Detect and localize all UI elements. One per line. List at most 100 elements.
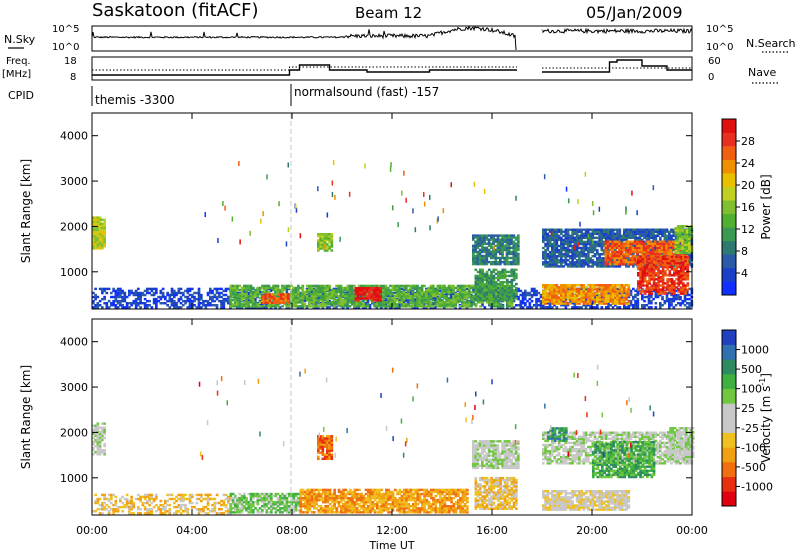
heatmap-cell bbox=[479, 274, 482, 278]
freq-axis-right-top: 60 bbox=[708, 56, 721, 67]
heatmap-cell bbox=[672, 230, 676, 233]
heatmap-cell bbox=[240, 288, 244, 292]
heatmap-cell bbox=[580, 248, 583, 252]
heatmap-cell bbox=[94, 293, 97, 297]
heatmap-cell bbox=[155, 291, 158, 295]
heatmap-cell bbox=[672, 295, 676, 299]
heatmap-cell bbox=[474, 290, 478, 294]
heatmap-cell bbox=[324, 303, 327, 306]
heatmap-cell bbox=[533, 293, 536, 297]
heatmap-cell bbox=[263, 286, 266, 290]
heatmap-cell bbox=[400, 284, 404, 288]
heatmap-cell bbox=[139, 302, 142, 305]
heatmap-cell bbox=[92, 291, 95, 295]
heatmap-cell bbox=[591, 250, 595, 254]
heatmap-cell bbox=[483, 282, 487, 286]
heatmap-cell bbox=[650, 295, 653, 299]
heatmap-cell bbox=[656, 240, 660, 244]
heatmap-cell bbox=[130, 291, 133, 295]
heatmap-cell bbox=[596, 306, 599, 309]
heatmap-cell bbox=[279, 288, 282, 292]
heatmap-cell bbox=[548, 300, 552, 303]
heatmap-cell bbox=[598, 294, 601, 297]
heatmap-cell bbox=[606, 242, 610, 245]
heatmap-cell bbox=[382, 290, 386, 294]
heatmap-cell bbox=[587, 253, 590, 256]
heatmap-cell bbox=[312, 292, 316, 296]
heatmap-cell bbox=[544, 265, 547, 268]
heatmap-cell bbox=[537, 304, 541, 307]
heatmap-cell bbox=[103, 218, 106, 221]
heatmap-cell bbox=[268, 293, 272, 296]
heatmap-cell bbox=[589, 246, 592, 250]
heatmap-cell bbox=[602, 240, 606, 244]
heatmap-cell bbox=[365, 291, 369, 294]
heatmap-cell bbox=[474, 278, 478, 282]
heatmap-cell bbox=[566, 304, 570, 307]
heatmap-cell bbox=[557, 302, 561, 305]
heatmap-cell bbox=[504, 290, 507, 294]
heatmap-cell bbox=[627, 248, 630, 252]
heatmap-cell bbox=[317, 301, 320, 304]
heatmap-cell bbox=[623, 296, 626, 299]
heatmap-cell bbox=[555, 250, 559, 254]
heatmap-cell bbox=[463, 288, 467, 292]
heatmap-cell bbox=[578, 261, 581, 264]
heatmap-cell bbox=[564, 232, 568, 236]
heatmap-cell bbox=[544, 263, 547, 266]
heatmap-cell bbox=[555, 246, 559, 250]
heatmap-cell bbox=[641, 297, 644, 301]
heatmap-cell bbox=[591, 290, 595, 293]
heatmap-cell bbox=[137, 287, 140, 291]
heatmap-cell bbox=[495, 286, 498, 290]
heatmap-cell bbox=[668, 232, 671, 236]
heatmap-cell bbox=[262, 301, 265, 304]
heatmap-cell bbox=[623, 300, 626, 303]
heatmap-cell bbox=[496, 238, 500, 241]
heatmap-cell bbox=[128, 302, 131, 305]
heatmap-cell bbox=[494, 254, 498, 258]
heatmap-cell bbox=[501, 272, 505, 276]
heatmap-cell bbox=[478, 256, 482, 260]
heatmap-cell bbox=[497, 299, 500, 302]
heatmap-cell bbox=[596, 244, 599, 248]
heatmap-cell bbox=[114, 297, 118, 301]
heatmap-cell bbox=[566, 250, 570, 254]
heatmap-cell bbox=[434, 297, 437, 301]
heatmap-cell bbox=[589, 292, 592, 295]
heatmap-cell bbox=[494, 248, 498, 252]
heatmap-cell bbox=[344, 297, 347, 300]
heatmap-cell bbox=[668, 306, 671, 309]
heatmap-cell bbox=[663, 232, 667, 236]
heatmap-cell bbox=[264, 295, 267, 298]
heatmap-cell bbox=[501, 252, 504, 256]
heatmap-cell bbox=[681, 232, 685, 236]
heatmap-cell bbox=[294, 292, 298, 296]
heatmap-cell bbox=[488, 289, 491, 292]
heatmap-cell bbox=[566, 287, 570, 291]
heatmap-cell bbox=[103, 222, 106, 226]
heatmap-cell bbox=[465, 299, 469, 302]
heatmap-cell bbox=[544, 238, 547, 242]
heatmap-cell bbox=[546, 242, 550, 246]
heatmap-cell bbox=[600, 234, 604, 238]
heatmap-cell bbox=[573, 261, 577, 264]
heatmap-cell bbox=[276, 284, 280, 288]
heatmap-cell bbox=[290, 292, 293, 296]
heatmap-cell bbox=[418, 288, 422, 292]
heatmap-cell bbox=[564, 290, 568, 293]
heatmap-cell bbox=[372, 295, 376, 298]
heatmap-cell bbox=[578, 302, 581, 305]
heatmap-cell bbox=[686, 289, 689, 293]
heatmap-cell bbox=[546, 288, 550, 291]
heatmap-cell bbox=[483, 254, 486, 258]
heatmap-cell bbox=[373, 305, 377, 308]
heatmap-cell bbox=[247, 284, 251, 288]
heatmap-cell bbox=[372, 299, 376, 302]
heatmap-cell bbox=[197, 291, 201, 295]
heatmap-cell bbox=[622, 248, 626, 252]
heatmap-cell bbox=[481, 240, 484, 243]
heatmap-cell bbox=[555, 290, 559, 293]
heatmap-cell bbox=[620, 254, 623, 258]
heatmap-cell bbox=[328, 297, 332, 300]
